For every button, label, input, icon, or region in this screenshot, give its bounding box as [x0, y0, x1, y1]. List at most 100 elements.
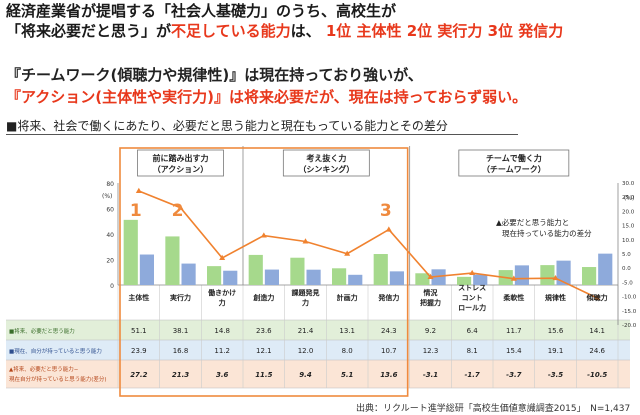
- rank-label-3: 3: [380, 201, 392, 221]
- value-needed-3: 14.8: [214, 327, 230, 335]
- bar-needed-5: [290, 257, 305, 285]
- value-current-4: 12.1: [256, 347, 272, 355]
- bar-needed-6: [332, 268, 347, 285]
- diff-marker-12: [594, 294, 601, 301]
- value-diff-6: 5.1: [341, 371, 354, 379]
- right-axis-unit: (%): [624, 195, 634, 202]
- value-diff-2: 21.3: [172, 371, 189, 379]
- left-tick-label: 60: [106, 207, 114, 214]
- left-tick-label: 80: [106, 181, 114, 188]
- value-current-10: 15.4: [506, 347, 522, 355]
- headline-phrase-lacking: 不足している能力: [171, 22, 291, 40]
- rank-label-1: 1: [130, 201, 142, 221]
- value-current-2: 16.8: [173, 347, 189, 355]
- left-axis-unit: (%): [102, 193, 112, 200]
- right-tick-label: -10.0: [622, 295, 637, 301]
- headline-phrase-ga: が: [156, 22, 172, 40]
- category-label: 情況: [424, 288, 438, 297]
- diff-marker-11: [552, 274, 559, 281]
- bar-needed-9: [457, 276, 472, 285]
- right-tick-label: 0.0: [622, 266, 631, 272]
- source-note: 出典：リクルート進学総研「高校生価値意識調査2015」 N=1,437: [356, 404, 631, 414]
- headline-line4: 『アクション(主体性や実行力)』は将来必要だが、現在は持っておらず弱い。: [6, 88, 528, 106]
- category-label: 傾聴力: [586, 293, 608, 302]
- category-label: コント: [462, 294, 483, 302]
- right-tick-label: 15.0: [622, 224, 635, 230]
- diff-marker-9: [469, 269, 476, 276]
- category-label: 主体性: [128, 293, 149, 302]
- bar-needed-8: [415, 273, 430, 285]
- headline-line2: 「将来必要だと思う」が不足している能力は、 1位 主体性 2位 実行力 3位 発…: [6, 22, 563, 41]
- bar-current-8: [431, 269, 446, 285]
- value-diff-5: 9.4: [299, 371, 312, 379]
- legend-diff-line2: 現在持っている能力の差分: [502, 228, 592, 238]
- bar-needed-7: [373, 254, 388, 285]
- right-tick-label: -5.0: [622, 280, 633, 286]
- category-label: 発信力: [377, 293, 399, 302]
- value-current-8: 12.3: [423, 347, 439, 355]
- bar-current-5: [306, 269, 321, 285]
- group-title-1: 前に踏み出す力: [153, 153, 209, 163]
- category-label: ストレス: [458, 284, 486, 292]
- diff-marker-6: [344, 250, 351, 256]
- right-tick-label: -20.0: [622, 323, 637, 329]
- legend-diff-line1: ▲必要だと思う能力と: [496, 217, 569, 227]
- category-label: 力: [219, 298, 226, 307]
- value-needed-1: 51.1: [131, 327, 147, 335]
- bar-current-7: [389, 271, 404, 285]
- value-current-12: 24.6: [589, 347, 605, 355]
- value-diff-9: -1.7: [465, 371, 480, 379]
- headline-ranking: 1位 主体性 2位 実行力 3位 発信力: [325, 22, 564, 40]
- section-title: ■将来、社会で働くにあたり、必要だと思う能力と現在もっている能力とその差分: [6, 119, 448, 133]
- section-underline: [6, 134, 518, 135]
- group-header-box-3: [458, 149, 570, 177]
- left-tick-label: 0: [110, 283, 114, 290]
- group-title-3: チームで働く力: [486, 153, 542, 163]
- row-label-diff-line2: 現在自分が持っていると思う能力(差分): [9, 375, 107, 383]
- bar-needed-4: [248, 254, 263, 285]
- value-needed-2: 38.1: [173, 327, 189, 335]
- right-tick-label: 10.0: [622, 238, 635, 244]
- headline-phrase-needed: 「将来必要だと思う」: [6, 22, 157, 40]
- right-tick-label: 25.0: [622, 195, 635, 201]
- right-tick-label: -15.0: [622, 309, 637, 315]
- value-current-3: 11.2: [214, 347, 230, 355]
- bar-current-2: [181, 263, 196, 285]
- diff-marker-3: [219, 254, 226, 260]
- value-needed-6: 13.1: [339, 327, 355, 335]
- value-diff-3: 3.6: [216, 371, 229, 379]
- row-diff-bg: [6, 360, 630, 388]
- value-current-11: 19.1: [548, 347, 564, 355]
- category-label: 課題発見: [292, 288, 320, 297]
- right-tick-label: 30.0: [622, 181, 635, 187]
- value-needed-10: 11.7: [506, 327, 522, 335]
- headline-phrase-wa: は、: [290, 22, 321, 40]
- value-needed-7: 24.3: [381, 327, 397, 335]
- category-label: 創造力: [252, 293, 274, 302]
- bar-current-9: [473, 274, 488, 285]
- category-label: 実行力: [170, 293, 191, 302]
- bar-needed-1: [123, 219, 138, 285]
- diff-marker-5: [302, 238, 309, 244]
- bar-current-11: [556, 260, 571, 285]
- value-current-9: 8.1: [467, 347, 478, 355]
- rank-label-2: 2: [172, 201, 184, 221]
- bar-current-6: [348, 274, 363, 285]
- diff-marker-8: [427, 273, 434, 280]
- bar-current-1: [139, 254, 154, 285]
- category-label: 計画力: [337, 293, 358, 302]
- category-label: 力: [302, 298, 309, 307]
- bar-current-3: [223, 270, 238, 285]
- headline-line1: 経済産業省が提唱する「社会人基礎力」のうち、高校生が: [6, 2, 397, 20]
- group-title-2: 考え抜く力: [306, 153, 346, 163]
- value-needed-5: 21.4: [298, 327, 314, 335]
- category-label: 柔軟性: [503, 293, 524, 302]
- group-header-box-1: [137, 149, 224, 177]
- group-subtitle-3: （チームワーク）: [482, 164, 546, 174]
- value-diff-7: 13.6: [380, 371, 397, 379]
- headline-line3: 『チームワーク(傾聴力や規律性)』は現在持っており強いが、: [6, 66, 423, 84]
- bar-current-10: [514, 265, 529, 285]
- row-label-diff-line1: ▲将来、必要だと思う能力−: [9, 365, 79, 373]
- value-needed-8: 9.2: [425, 327, 436, 335]
- bar-current-12: [598, 253, 613, 285]
